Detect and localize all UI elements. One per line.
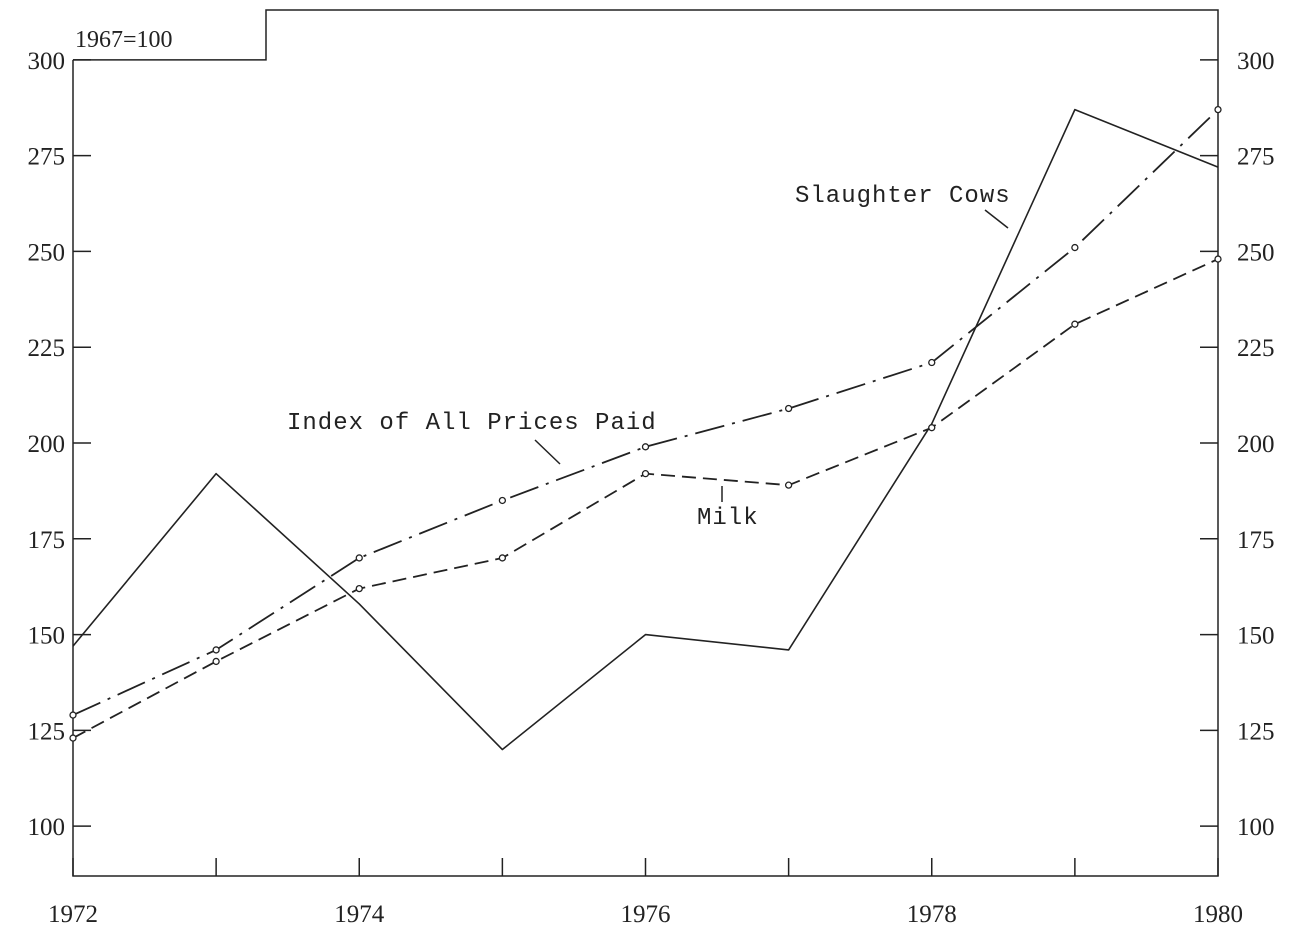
data-point-index-of-all-prices-paid (69, 711, 77, 719)
y-tick-label-right: 275 (1237, 144, 1275, 171)
data-point-milk (928, 424, 936, 432)
x-tick-label: 1972 (48, 901, 98, 926)
y-tick-label-right: 125 (1237, 718, 1275, 745)
series-markers (69, 105, 1222, 742)
y-tick-label-left: 200 (28, 431, 66, 458)
data-point-index-of-all-prices-paid (212, 646, 220, 654)
y-tick-label-right: 250 (1237, 239, 1275, 266)
x-axis: 1972 1974 1976 1978 1980 (48, 858, 1243, 926)
y-tick-label-right: 150 (1237, 623, 1275, 650)
y-tick-label-right: 200 (1237, 431, 1275, 458)
data-point-index-of-all-prices-paid (1214, 105, 1222, 114)
y-tick-label-right: 225 (1237, 335, 1275, 362)
x-tick-label: 1978 (907, 901, 957, 926)
data-point-index-of-all-prices-paid (355, 554, 363, 562)
data-point-milk (212, 657, 220, 666)
data-point-milk (355, 584, 363, 593)
series-line-index-of-all-prices-paid (72, 108, 1219, 716)
y-tick-label-left: 125 (28, 718, 66, 745)
y-axis-right: 100 125 150 175 200 225 250 275 300 (1200, 48, 1275, 841)
series-line-slaughter-cows (72, 108, 1219, 751)
data-point-index-of-all-prices-paid (928, 358, 936, 367)
y-tick-label-right: 175 (1237, 527, 1275, 554)
y-tick-label-left: 275 (28, 144, 66, 171)
series-line-milk (72, 258, 1219, 739)
y-tick-label-left: 150 (28, 623, 66, 650)
data-point-milk (1214, 255, 1222, 263)
series-label-milk: Milk (697, 505, 759, 532)
data-point-milk (498, 554, 507, 562)
y-tick-label-left: 225 (28, 335, 66, 362)
series-label-slaughter-cows: Slaughter Cows (795, 183, 1011, 210)
data-point-index-of-all-prices-paid (784, 404, 793, 413)
data-point-index-of-all-prices-paid (641, 443, 650, 451)
y-tick-label-left: 300 (28, 48, 66, 75)
y-tick-label-left: 175 (28, 527, 66, 554)
y-tick-label-left: 250 (28, 239, 66, 266)
base-note: 1967=100 (75, 27, 173, 53)
plot-frame (72, 9, 1219, 877)
data-point-index-of-all-prices-paid (498, 496, 507, 505)
x-tick-label: 1980 (1193, 901, 1243, 926)
y-tick-label-right: 100 (1237, 814, 1275, 841)
plot-border (72, 9, 1219, 877)
y-tick-label-left: 100 (28, 814, 66, 841)
data-point-milk (1071, 320, 1079, 328)
data-point-milk (69, 734, 77, 742)
series-label-all-prices-paid: Index of All Prices Paid (287, 410, 657, 437)
x-tick-label: 1976 (621, 901, 671, 926)
data-point-index-of-all-prices-paid (1071, 243, 1079, 252)
data-point-milk (641, 470, 650, 478)
x-tick-label: 1974 (334, 901, 385, 926)
y-tick-label-right: 300 (1237, 48, 1275, 75)
leader-line-slaughter-cows (984, 209, 1009, 229)
y-axis-left: 100 125 150 175 200 225 250 275 300 (28, 48, 91, 841)
data-point-milk (784, 481, 793, 489)
leader-line-all-prices-paid (534, 439, 561, 465)
